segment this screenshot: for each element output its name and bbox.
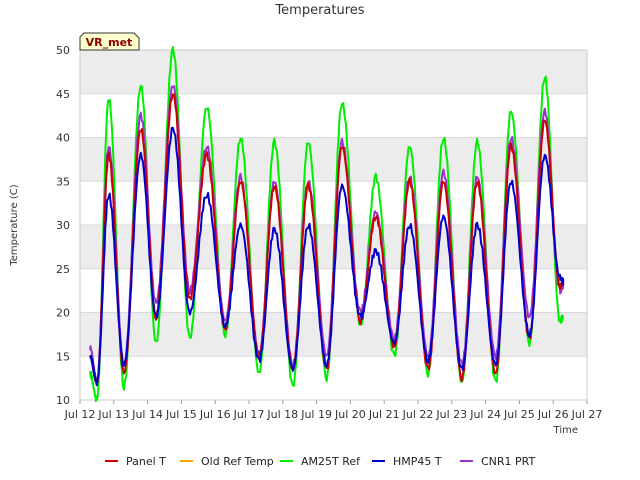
x-tick-label-12: Jul 12 [64, 408, 96, 421]
y-tick-label-25: 25 [56, 263, 70, 276]
legend-label-hmp45-t: HMP45 T [393, 455, 442, 468]
y-tick-label-10: 10 [56, 394, 70, 407]
legend-label-panel-t: Panel T [126, 455, 166, 468]
x-tick-label-15: Jul 15 [165, 408, 197, 421]
band-45-50 [80, 50, 587, 94]
badge-label: VR_met [86, 36, 133, 49]
y-tick-labels: 10 15 20 25 30 35 40 45 50 [56, 44, 70, 407]
band-15-20 [80, 312, 587, 357]
vr-met-badge: VR_met [79, 32, 140, 51]
x-tick-label-14: Jul 14 [131, 408, 163, 421]
chart-title: Temperatures [274, 3, 364, 18]
legend-label-cnr1-prt: CNR1 PRT [481, 455, 536, 468]
x-tick-label-21: Jul 21 [368, 408, 400, 421]
legend: Panel T Old Ref Temp AM25T Ref HMP45 T CNR1 … [105, 455, 536, 468]
x-tick-label-24: Jul 24 [469, 408, 501, 421]
y-tick-label-50: 50 [56, 44, 70, 57]
series-lines [89, 46, 565, 403]
x-axis-label: Time [553, 425, 578, 436]
x-tick-label-17: Jul 17 [233, 408, 265, 421]
legend-label-old-ref-temp: Old Ref Temp [201, 455, 274, 468]
legend-label-am25t-ref: AM25T Ref [301, 455, 361, 468]
background-bands [80, 50, 587, 357]
x-tick-label-18: Jul 18 [266, 408, 298, 421]
x-tick-label-27: Jul 27 [571, 408, 603, 421]
series-line-cnr1-prt [89, 85, 565, 387]
y-axis-label: Temperature (C) [9, 184, 20, 266]
x-tick-label-23: Jul 23 [435, 408, 467, 421]
series-line-hmp45-t [89, 126, 565, 386]
series-line-panel-t [89, 93, 565, 384]
x-tick-label-20: Jul 20 [334, 408, 366, 421]
y-tick-label-20: 20 [56, 307, 70, 320]
x-tick-labels: Jul 12 Jul 13 Jul 14 Jul 15 Jul 16 Jul 17 Jul … [64, 408, 603, 421]
x-tick-label-13: Jul 13 [97, 408, 129, 421]
badge-box [79, 32, 140, 51]
x-tick-label-25: Jul 25 [503, 408, 535, 421]
y-tick-label-40: 40 [56, 132, 70, 145]
series-line-am25t-ref [89, 46, 565, 403]
y-tick-label-35: 35 [56, 175, 70, 188]
x-tick-label-22: Jul 22 [402, 408, 434, 421]
x-tick-label-26: Jul 26 [537, 408, 569, 421]
y-tick-label-30: 30 [56, 219, 70, 232]
plot-area [79, 49, 588, 401]
x-tick-label-19: Jul 19 [300, 408, 332, 421]
y-tick-label-15: 15 [56, 350, 70, 363]
x-tick-label-16: Jul 16 [199, 408, 231, 421]
y-tick-label-45: 45 [56, 88, 70, 101]
